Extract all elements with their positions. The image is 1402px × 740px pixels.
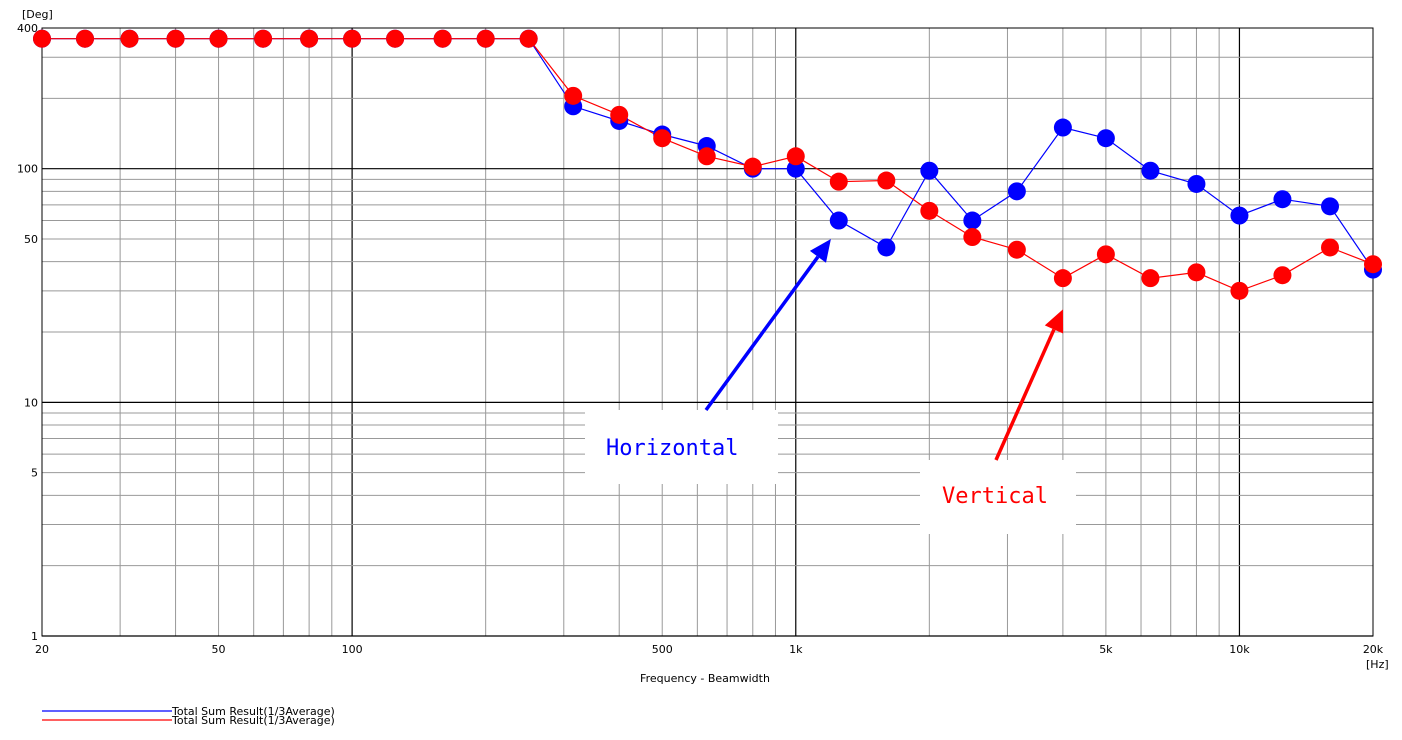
grid	[41, 27, 1374, 637]
series-1-point	[963, 211, 982, 230]
series-1-point	[1230, 206, 1249, 225]
x-axis-title: Frequency - Beamwidth	[640, 672, 770, 685]
callout-label: Horizontal	[606, 436, 738, 461]
callout-box	[920, 460, 1076, 534]
series-2-point	[300, 29, 319, 48]
x-tick-label: 500	[652, 643, 673, 656]
series-1-point	[877, 238, 896, 257]
series-2-point	[166, 29, 185, 48]
series-1-point	[1007, 182, 1026, 201]
x-tick-label: 10k	[1229, 643, 1250, 656]
series-2-point	[1096, 245, 1115, 264]
series-2-point	[75, 29, 94, 48]
series-1-point	[1321, 197, 1340, 216]
series-2-point	[254, 29, 273, 48]
series-2-point	[1364, 255, 1382, 274]
series-2-point	[697, 147, 716, 166]
series-2-point	[786, 147, 805, 166]
x-tick-label: 5k	[1099, 643, 1113, 656]
series-2-point	[476, 29, 495, 48]
callout-arrow-head	[809, 239, 831, 263]
series-2-point	[564, 86, 583, 105]
y-tick-label: 10	[24, 396, 38, 409]
series-2-point	[963, 228, 982, 247]
series-2-point	[653, 129, 672, 148]
series-1-point	[1141, 161, 1160, 180]
series-2-point	[610, 105, 629, 124]
series-1-point	[920, 161, 939, 180]
y-tick-label: 5	[31, 467, 38, 480]
callouts: Horizontal Vertical	[585, 239, 1076, 534]
series-2-point	[1273, 266, 1292, 285]
legend: Total Sum Result(1/3Average)Total Sum Re…	[42, 705, 335, 727]
series-1-point	[829, 211, 848, 230]
y-tick-label: 100	[17, 163, 38, 176]
y-tick-label: 1	[31, 630, 38, 643]
series-2-point	[33, 29, 51, 48]
x-tick-label: 1k	[789, 643, 803, 656]
y-tick-labels: 1 5 10 50 100 400	[17, 22, 38, 643]
x-tick-label: 100	[342, 643, 363, 656]
series-2-point	[877, 171, 896, 190]
callout-arrow-head	[1044, 309, 1064, 334]
x-tick-label: 20k	[1363, 643, 1384, 656]
series-1-point	[1053, 118, 1072, 137]
series-2-point	[1007, 240, 1026, 259]
series-2-point	[1321, 238, 1340, 257]
y-tick-label: 400	[17, 22, 38, 35]
series-layer	[33, 29, 1382, 300]
y-tick-label: 50	[24, 233, 38, 246]
x-tick-label: 20	[35, 643, 49, 656]
callout-arrow-shaft	[704, 255, 820, 412]
series-2-point	[1230, 281, 1249, 300]
series-1-point	[1273, 190, 1292, 209]
callout-arrow-shaft	[994, 328, 1056, 461]
plot-frame	[41, 27, 1374, 637]
series-2-point	[743, 157, 762, 176]
legend-label: Total Sum Result(1/3Average)	[171, 714, 335, 727]
series-2-point	[519, 29, 538, 48]
callout-box	[585, 410, 778, 484]
series-2-point	[1053, 269, 1072, 288]
series-2-point	[1187, 263, 1206, 282]
series-1-point	[786, 159, 805, 178]
legend-label: Total Sum Result(1/3Average)	[171, 705, 335, 718]
series-2-point	[829, 172, 848, 191]
callout-label: Vertical	[942, 484, 1048, 509]
series-2-point	[1141, 269, 1160, 288]
series-1-point	[1187, 174, 1206, 193]
x-tick-label: 50	[212, 643, 226, 656]
series-2-point	[920, 201, 939, 220]
series-2-point	[209, 29, 228, 48]
x-unit-label: [Hz]	[1366, 658, 1389, 671]
series-2-point	[120, 29, 139, 48]
series-2-point	[386, 29, 405, 48]
series-1-point	[1096, 129, 1115, 148]
y-unit-label: [Deg]	[22, 8, 53, 21]
series-2-point	[433, 29, 452, 48]
x-tick-labels: 20 50 100 500 1k 5k 10k 20k	[35, 643, 1384, 656]
series-2-point	[343, 29, 362, 48]
